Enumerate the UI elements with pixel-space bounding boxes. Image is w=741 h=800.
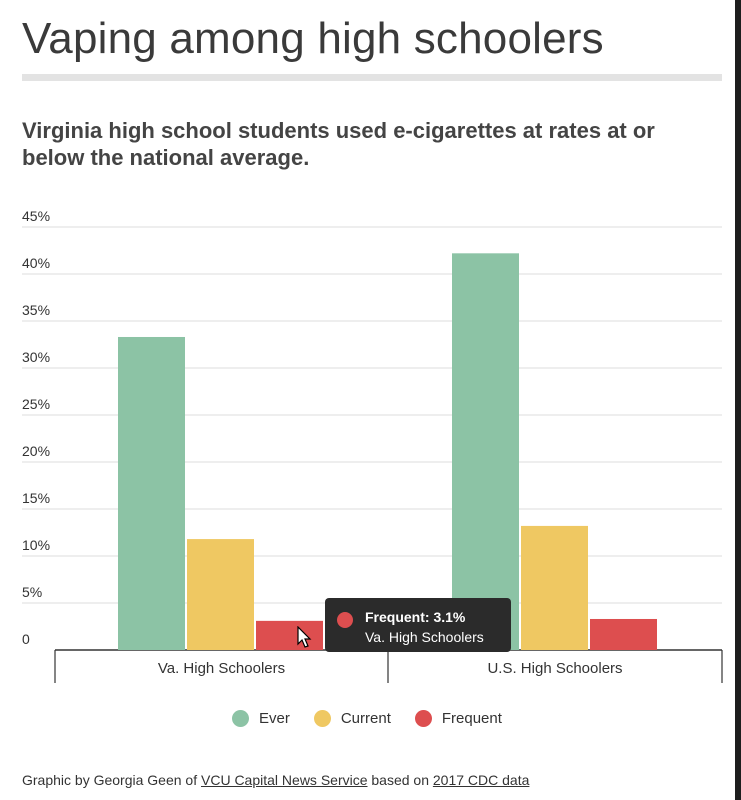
bar-frequent-0[interactable] — [256, 620, 323, 650]
tooltip-color-dot — [337, 612, 353, 628]
legend-item-current[interactable]: Current — [313, 710, 391, 727]
y-tick-label: 20% — [22, 443, 50, 459]
bar-frequent-1[interactable] — [590, 618, 657, 650]
y-tick-label: 45% — [22, 208, 50, 224]
tooltip-category: Va. High Schoolers — [365, 629, 484, 645]
y-tick-label: 25% — [22, 396, 50, 412]
data-source-link[interactable]: 2017 CDC data — [432, 772, 530, 788]
chart-subtitle: Virginia high school students used e-cig… — [22, 118, 655, 170]
y-tick-label: 30% — [22, 349, 50, 365]
bar-current-1[interactable] — [521, 525, 588, 650]
title-divider — [22, 74, 722, 81]
bar-chart: 0 5% 10% 15% 20% 25% 30% 35% 40% 45% Va. High Scho… — [22, 208, 723, 683]
legend-item-frequent[interactable]: Frequent — [414, 710, 502, 727]
chart-title: Vaping among high schoolers — [22, 14, 604, 63]
y-tick-label: 40% — [22, 255, 50, 271]
credit-prefix: Graphic by Georgia Geen of — [22, 772, 201, 788]
legend-swatch-current — [313, 710, 331, 727]
legend-item-ever[interactable]: Ever — [232, 710, 290, 727]
y-tick-label: 15% — [22, 490, 50, 506]
tooltip-value: Frequent: 3.1% — [365, 609, 466, 625]
legend-label-frequent: Frequent — [441, 710, 502, 727]
credit-line: Graphic by Georgia Geen of VCU Capital N… — [22, 772, 529, 788]
x-category-label: U.S. High Schoolers — [487, 660, 622, 677]
legend-swatch-frequent — [414, 710, 432, 727]
y-tick-label: 10% — [22, 537, 50, 553]
window-edge — [735, 0, 741, 800]
bar-ever-0[interactable] — [118, 336, 185, 650]
org-link[interactable]: VCU Capital News Service — [201, 772, 368, 788]
legend-label-current: Current — [340, 710, 391, 727]
bar-tooltip: Frequent: 3.1% Va. High Schoolers — [325, 598, 511, 652]
x-category-label: Va. High Schoolers — [158, 660, 285, 677]
y-tick-label: 5% — [22, 584, 42, 600]
y-tick-label: 35% — [22, 302, 50, 318]
mouse-pointer-icon — [297, 626, 312, 648]
credit-middle: based on — [367, 772, 433, 788]
y-tick-label: 0 — [22, 631, 30, 647]
bar-current-0[interactable] — [187, 539, 254, 650]
legend-label-ever: Ever — [259, 710, 290, 727]
legend: Ever Current Frequent — [232, 710, 502, 727]
legend-swatch-ever — [232, 710, 249, 727]
bar-ever-1[interactable] — [452, 253, 519, 650]
